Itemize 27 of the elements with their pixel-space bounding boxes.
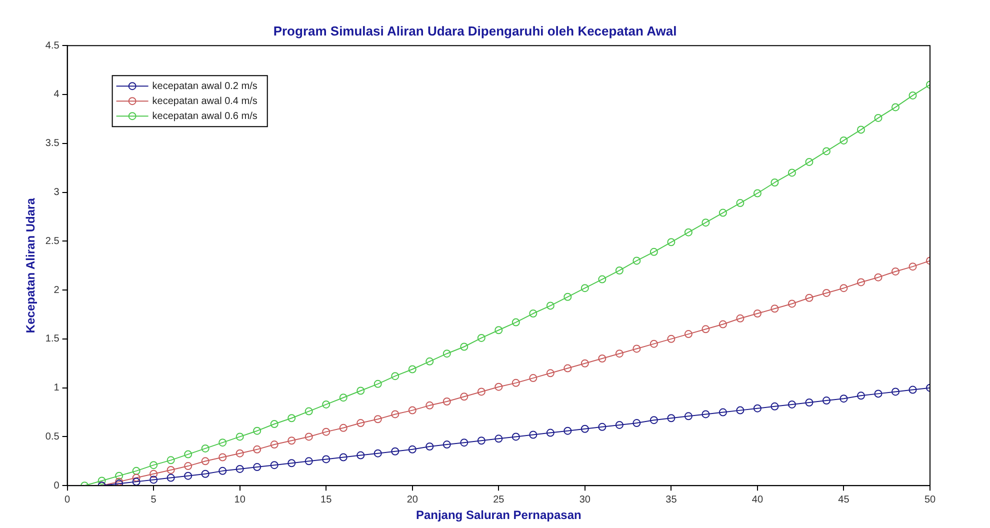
x-tick-label: 10 [234, 494, 246, 506]
x-tick-label: 15 [320, 494, 332, 506]
y-tick-label: 1.5 [45, 334, 60, 345]
y-tick-label: 0 [54, 480, 60, 492]
x-tick-label: 40 [752, 494, 764, 506]
x-axis-title: Panjang Saluran Pernapasan [416, 508, 582, 522]
x-tick-label: 30 [579, 494, 591, 506]
x-tick-label: 45 [838, 494, 850, 506]
chart-title: Program Simulasi Aliran Udara Dipengaruhi oleh Kecepatan Awal [273, 23, 677, 38]
y-tick-label: 3.5 [45, 138, 60, 150]
legend-label: kecepatan awal 0.4 m/s [152, 96, 258, 107]
legend-label: kecepatan awal 0.6 m/s [152, 110, 258, 122]
y-tick-label: 4 [54, 89, 60, 100]
x-tick-label: 50 [924, 494, 936, 506]
y-tick-label: 2.5 [45, 236, 60, 247]
x-tick-label: 20 [406, 494, 418, 506]
x-tick-label: 0 [64, 494, 71, 506]
x-tick-label: 35 [666, 494, 678, 506]
y-tick-label: 2 [54, 284, 60, 296]
x-tick-label: 5 [150, 494, 157, 506]
y-tick-label: 0.5 [45, 431, 60, 442]
y-axis-title: Kecepatan Aliran Udara [24, 198, 38, 334]
y-tick-label: 4.5 [45, 40, 60, 52]
y-tick-label: 3 [54, 187, 60, 198]
legend-label: kecepatan awal 0.2 m/s [152, 80, 258, 92]
y-tick-label: 1 [54, 382, 60, 394]
x-tick-label: 25 [493, 494, 505, 506]
